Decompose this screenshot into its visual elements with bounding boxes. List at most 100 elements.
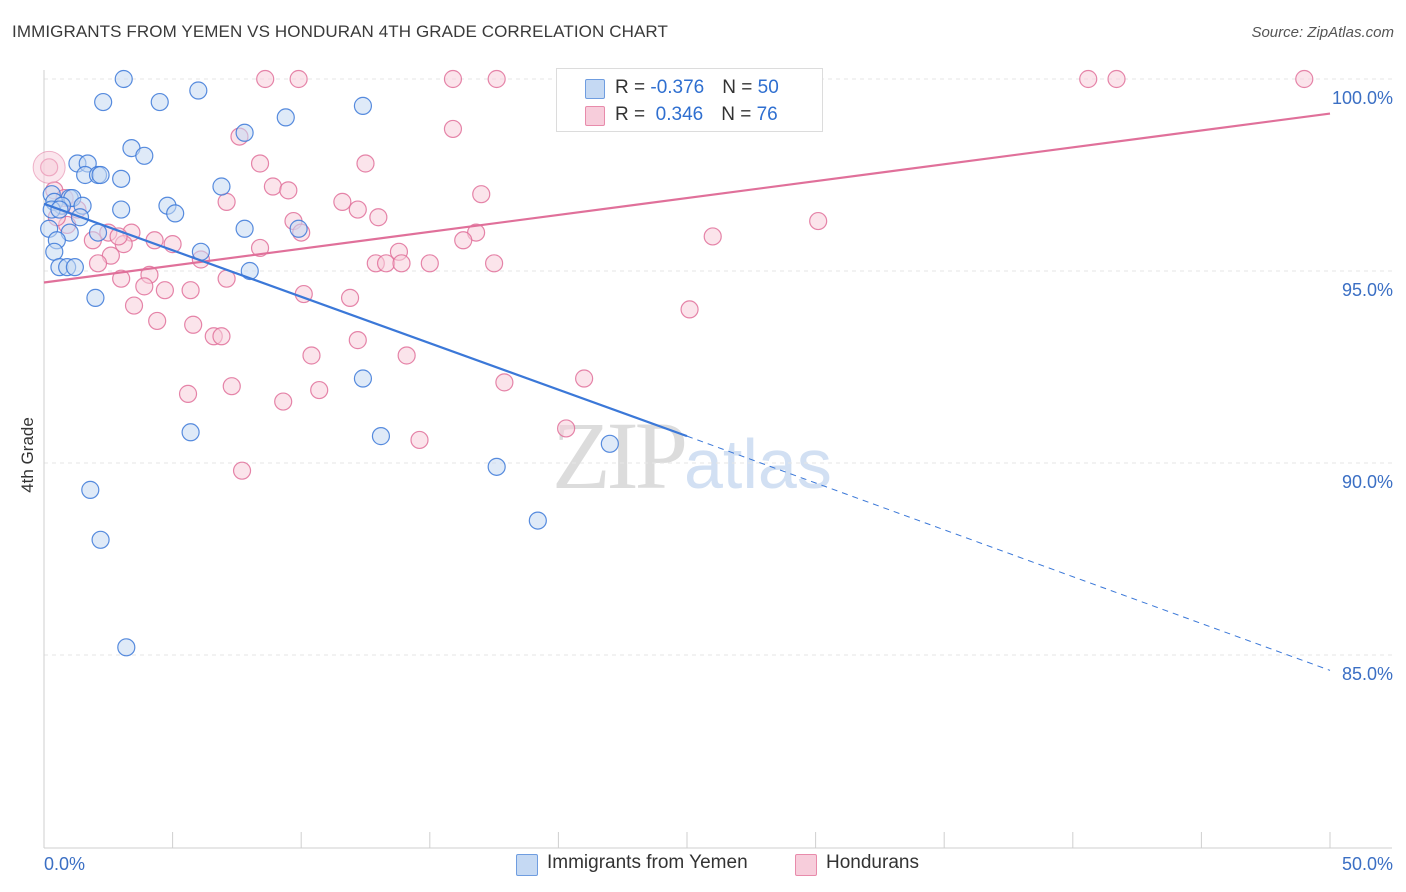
- honduran-point-60: [212, 327, 231, 346]
- y-axis-title: 4th Grade: [18, 417, 37, 493]
- honduran-point-1: [289, 69, 308, 89]
- honduran-point-45: [420, 254, 439, 273]
- honduran-point-52: [181, 281, 200, 300]
- yemen-point-39: [240, 261, 259, 281]
- y-tick-label-90: 90.0%: [1342, 472, 1393, 492]
- legend-swatch-hondurans: [585, 106, 605, 126]
- n-label: N =: [722, 77, 758, 98]
- watermark-atlas: atlas: [684, 425, 832, 503]
- legend-row-yemen: R = -0.376 N = 50: [557, 74, 822, 102]
- yemen-point-6: [235, 123, 254, 142]
- x-tick-label-right: 50.0%: [1342, 854, 1393, 874]
- yemen-point-4: [353, 96, 373, 115]
- bottom-legend-swatch-hondurans: [795, 854, 817, 876]
- axes: [43, 70, 1392, 849]
- honduran-point-large: [32, 150, 66, 184]
- trend-lines: [43, 112, 1331, 671]
- honduran-point-48: [112, 269, 131, 288]
- honduran-point-8: [1107, 69, 1126, 89]
- yemen-point-14: [112, 169, 131, 188]
- honduran-point-67: [310, 380, 329, 400]
- legend-text-hondurans: R = 0.346 N = 76: [615, 104, 778, 126]
- honduran-point-2: [443, 69, 463, 89]
- yemen-point-44: [600, 434, 619, 453]
- yemen-point-0: [114, 69, 133, 89]
- honduran-point-15: [263, 177, 283, 196]
- honduran-point-23: [369, 208, 388, 227]
- bottom-legend-swatch-yemen: [516, 854, 538, 876]
- r-value-yemen: -0.376: [650, 77, 705, 98]
- honduran-point-44: [392, 254, 411, 273]
- trend-line-yemen-extrapolated: [686, 435, 1331, 671]
- n-label: N =: [721, 104, 757, 125]
- watermark: ZIPatlas: [552, 400, 832, 511]
- yemen-point-34: [45, 242, 64, 261]
- honduran-point-70: [557, 419, 576, 438]
- bottom-legend-label-hondurans: Hondurans: [826, 852, 919, 873]
- watermark-zip: ZIP: [552, 402, 688, 509]
- gridlines: [44, 78, 1392, 656]
- honduran-point-56: [680, 300, 699, 319]
- honduran-point-65: [495, 373, 514, 392]
- honduran-point-58: [184, 315, 203, 334]
- honduran-point-69: [274, 392, 293, 411]
- honduran-point-43: [376, 254, 396, 273]
- y-tick-label-100: 100.0%: [1332, 88, 1393, 108]
- legend-swatch-yemen: [585, 79, 605, 99]
- yemen-point-2: [94, 92, 113, 112]
- honduran-point-57: [148, 311, 167, 331]
- honduran-point-17: [472, 185, 491, 204]
- honduran-point-31: [703, 227, 722, 246]
- x-tick-label-left: 0.0%: [44, 854, 85, 874]
- yemen-point-46: [81, 480, 100, 499]
- yemen-point-15: [212, 177, 231, 196]
- yemen-point-5: [276, 108, 295, 127]
- honduran-point-32: [454, 231, 473, 250]
- yemen-point-3: [150, 92, 169, 112]
- yemen-point-47: [528, 511, 547, 530]
- yemen-point-42: [181, 423, 200, 442]
- legend-text-yemen: R = -0.376 N = 50: [615, 77, 779, 99]
- honduran-point-72: [232, 461, 252, 480]
- r-label: R =: [615, 104, 651, 125]
- chart-title: IMMIGRANTS FROM YEMEN VS HONDURAN 4TH GR…: [12, 22, 668, 41]
- honduran-point-13: [356, 154, 375, 173]
- yemen-point-38: [65, 258, 84, 277]
- honduran-point-10: [443, 119, 463, 139]
- honduran-point-64: [575, 369, 594, 388]
- bottom-legend-label-yemen: Immigrants from Yemen: [547, 852, 748, 873]
- honduran-point-3: [487, 69, 506, 89]
- y-tick-label-85: 85.0%: [1342, 664, 1393, 684]
- yemen-point-32: [88, 223, 108, 242]
- honduran-point-7: [1079, 69, 1098, 89]
- n-value-hondurans: 76: [756, 104, 778, 125]
- honduran-point-20: [217, 192, 236, 211]
- legend-row-hondurans: R = 0.346 N = 76: [557, 101, 822, 129]
- honduran-point-9: [1295, 69, 1314, 89]
- honduran-point-61: [348, 331, 367, 350]
- honduran-point-0: [256, 69, 275, 89]
- yemen-point-26: [166, 204, 185, 223]
- honduran-point-66: [222, 377, 241, 396]
- honduran-point-68: [178, 384, 198, 403]
- trend-line-yemen: [43, 202, 688, 438]
- honduran-point-37: [250, 238, 270, 258]
- honduran-point-71: [410, 430, 429, 450]
- yemen-point-43: [371, 427, 391, 446]
- yemen-point-13: [91, 165, 110, 185]
- honduran-point-50: [135, 277, 154, 296]
- yemen-point-25: [112, 200, 131, 219]
- honduran-point-63: [397, 346, 416, 365]
- yemen-point-29: [235, 219, 254, 238]
- yemen-point-45: [487, 457, 506, 476]
- honduran-point-51: [155, 281, 174, 300]
- honduran-point-54: [340, 288, 360, 307]
- yemen-point-8: [135, 146, 154, 165]
- honduran-point-46: [485, 254, 504, 273]
- trend-line-hondurans: [43, 112, 1331, 284]
- honduran-point-55: [124, 296, 144, 315]
- yemen-point-49: [117, 638, 136, 657]
- honduran-point-12: [250, 154, 270, 173]
- honduran-point-25: [809, 211, 828, 231]
- honduran-point-16: [279, 181, 298, 200]
